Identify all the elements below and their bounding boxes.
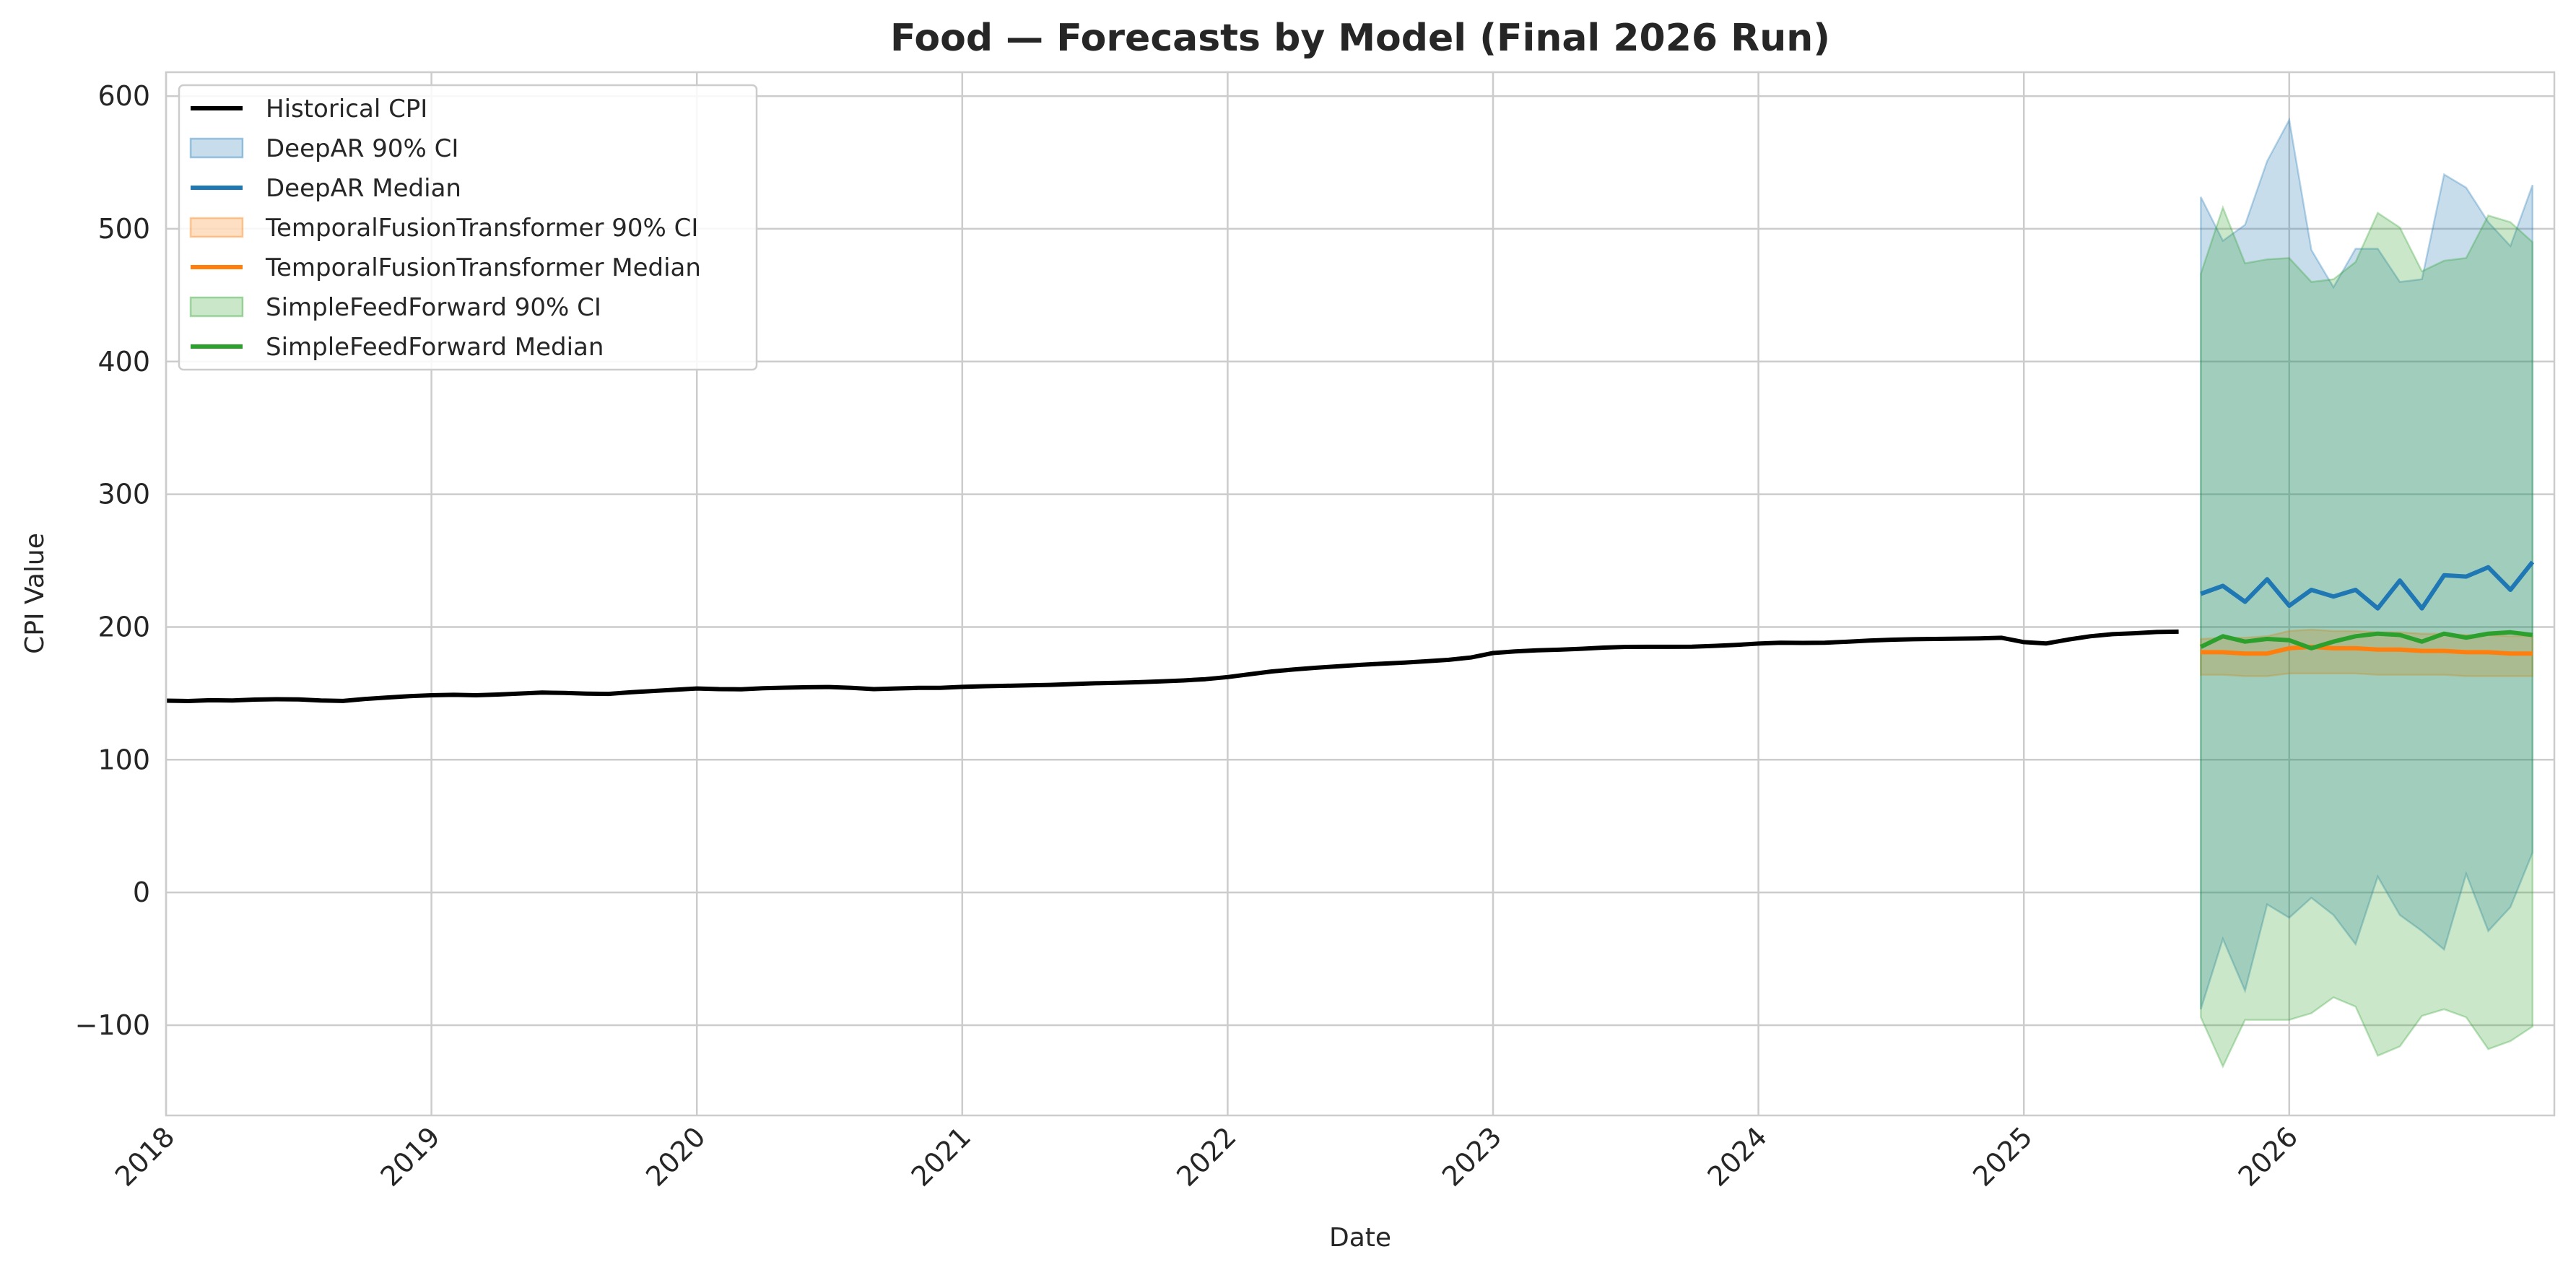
legend-swatch <box>189 137 244 159</box>
y-tick-label: 600 <box>97 80 150 112</box>
legend-swatch <box>189 217 244 238</box>
legend-label: Historical CPI <box>266 95 427 123</box>
chart-title: Food — Forecasts by Model (Final 2026 Ru… <box>890 17 1830 60</box>
y-tick-label: 400 <box>97 346 150 378</box>
y-tick-label: 500 <box>97 213 150 245</box>
y-tick-label: 200 <box>97 611 150 643</box>
legend-label: DeepAR 90% CI <box>266 134 458 163</box>
x-axis-label: Date <box>1329 1223 1391 1253</box>
plot-frame <box>165 71 2556 1117</box>
y-tick-labels: −100 0 100 200 300 400 500 600 <box>75 80 150 1041</box>
deepar-ci-band <box>2200 117 2534 1010</box>
y-tick-label: 0 <box>133 876 150 908</box>
series-lines <box>165 560 2535 703</box>
historical-cpi-line <box>165 629 2179 703</box>
legend-label: SimpleFeedForward Median <box>266 333 604 362</box>
y-tick-label: 300 <box>97 479 150 510</box>
legend-label: SimpleFeedForward 90% CI <box>266 293 601 322</box>
legend-swatch <box>189 296 244 318</box>
deepar-median-line <box>2200 560 2535 611</box>
temporalfusiontransformer-median-line <box>2201 645 2533 656</box>
y-tick-label: 100 <box>97 744 150 775</box>
legend: Historical CPI DeepAR 90% CI DeepAR Median… <box>178 84 758 371</box>
y-axis-label: CPI Value <box>20 533 50 654</box>
legend-label: TemporalFusionTransformer Median <box>265 253 701 282</box>
y-tick-label: −100 <box>75 1009 150 1041</box>
legend-label: DeepAR Median <box>266 174 461 203</box>
simplefeedforward-median-line <box>2200 630 2533 650</box>
legend-label: TemporalFusionTransformer 90% CI <box>265 214 698 243</box>
legend-box <box>178 84 758 371</box>
